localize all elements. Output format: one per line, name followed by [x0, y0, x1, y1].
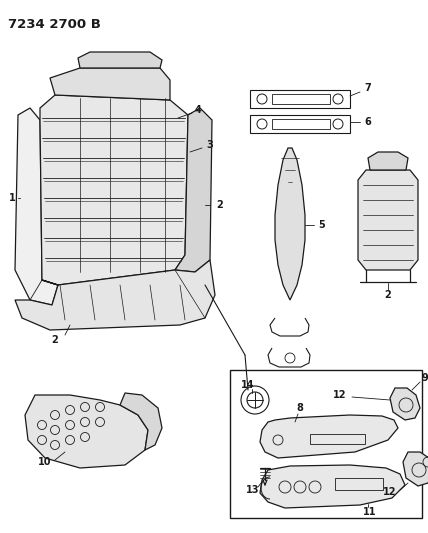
Polygon shape [50, 68, 170, 100]
Polygon shape [368, 152, 408, 170]
Text: 7234 2700 B: 7234 2700 B [8, 18, 101, 31]
Text: 9: 9 [422, 373, 428, 383]
Text: 8: 8 [297, 403, 303, 413]
Polygon shape [260, 415, 398, 458]
Bar [250, 115, 350, 133]
Bar [335, 478, 383, 490]
Bar [272, 94, 330, 104]
Text: 5: 5 [318, 220, 325, 230]
Text: 3: 3 [207, 140, 214, 150]
Text: 2: 2 [217, 200, 223, 210]
Polygon shape [390, 388, 420, 420]
Text: 1: 1 [9, 193, 15, 203]
Polygon shape [15, 260, 215, 330]
Polygon shape [78, 52, 162, 68]
Text: 2: 2 [52, 335, 58, 345]
Text: 14: 14 [241, 380, 255, 390]
Polygon shape [403, 452, 428, 486]
Text: 6: 6 [365, 117, 372, 127]
Text: 13: 13 [246, 485, 260, 495]
Bar [230, 370, 422, 518]
Text: 2: 2 [385, 290, 391, 300]
Polygon shape [275, 148, 305, 300]
Polygon shape [15, 108, 58, 305]
Polygon shape [358, 170, 418, 270]
Polygon shape [260, 465, 405, 508]
Text: 4: 4 [195, 105, 202, 115]
Polygon shape [40, 95, 188, 285]
Polygon shape [120, 393, 162, 450]
Bar [310, 434, 365, 444]
Text: 11: 11 [363, 507, 377, 517]
Text: 7: 7 [365, 83, 372, 93]
Bar [272, 119, 330, 129]
Text: 12: 12 [383, 487, 397, 497]
Text: 10: 10 [38, 457, 52, 467]
Bar [250, 90, 350, 108]
Polygon shape [25, 395, 148, 468]
Polygon shape [175, 108, 212, 272]
Text: 12: 12 [333, 390, 347, 400]
